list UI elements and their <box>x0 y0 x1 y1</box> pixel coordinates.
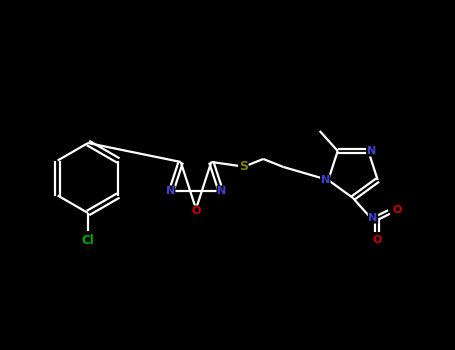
Text: O: O <box>372 235 382 245</box>
Text: S: S <box>239 160 248 174</box>
Text: O: O <box>392 205 402 215</box>
Text: N: N <box>217 186 226 196</box>
Text: O: O <box>191 206 201 216</box>
Text: N: N <box>369 213 378 223</box>
Text: N: N <box>166 186 175 196</box>
Text: N: N <box>367 146 376 156</box>
Text: N: N <box>321 175 330 185</box>
Text: Cl: Cl <box>81 233 94 246</box>
